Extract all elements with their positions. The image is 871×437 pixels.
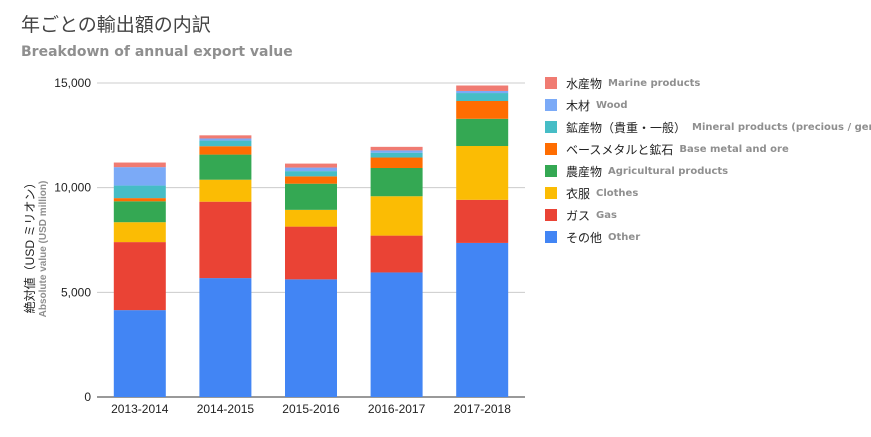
y-tick-label: 15,000 [54, 76, 91, 90]
bar-segment [285, 163, 337, 168]
bar-segment [199, 278, 252, 397]
bar-segment [370, 157, 423, 168]
legend-label: その他 [566, 230, 603, 245]
legend-swatch [545, 121, 557, 133]
bar-segment [456, 85, 509, 91]
legend-swatch [545, 209, 557, 221]
y-tick-label: 0 [84, 390, 91, 404]
legend-swatch [545, 165, 557, 177]
bar-segment [113, 167, 166, 186]
x-tick-label: 2014-2015 [197, 402, 255, 416]
legend-item: 水産物 Marine products [545, 72, 865, 94]
bar-segment [370, 146, 423, 151]
legend-label-en: Gas [596, 209, 617, 221]
legend-swatch [545, 77, 557, 89]
bar-segment [113, 162, 166, 168]
legend-swatch [545, 99, 557, 111]
bar-segment [113, 201, 166, 223]
legend-item: その他 Other [545, 226, 865, 248]
bar-segment [370, 167, 423, 197]
legend-item: 衣服 Clothes [545, 182, 865, 204]
legend-label: ガス [566, 208, 591, 223]
bar-segment [199, 138, 252, 141]
bar-segment [456, 146, 509, 200]
legend-item: 木材 Wood [545, 94, 865, 116]
bar-segment [113, 222, 166, 243]
x-tick-label: 2017-2018 [454, 402, 512, 416]
bar-segment [370, 196, 423, 236]
bar-segment [285, 171, 337, 177]
bar-segment [199, 140, 252, 147]
legend-label-en: Mineral products (precious / general) [692, 121, 871, 133]
legend-label-en: Other [608, 231, 641, 243]
bar-segment [285, 279, 337, 397]
bar-segment [370, 272, 423, 397]
legend-item: 農産物 Agricultural products [545, 160, 865, 182]
bar-segment [113, 185, 166, 199]
legend-label-en: Clothes [596, 187, 639, 199]
y-axis-title: 絶対値（USD ミリオン） [22, 177, 37, 314]
legend-swatch [545, 143, 557, 155]
bar-segment [113, 242, 166, 311]
bar-segment [456, 118, 509, 147]
bar-segment [370, 152, 423, 158]
bar-segment [285, 176, 337, 184]
legend-label: 農産物 [566, 164, 603, 179]
bar-segment [199, 146, 252, 155]
legend-item: 鉱産物（貴重・一般） Mineral products (precious / g… [545, 116, 871, 138]
legend-label-en: Wood [596, 99, 628, 111]
y-axis-title-en: Absolute value (USD million) [38, 181, 49, 318]
bar-segment [456, 93, 509, 102]
bar-segment [199, 135, 252, 139]
legend-label: 衣服 [566, 186, 591, 201]
bar-segment [370, 235, 423, 273]
bar-segment [456, 242, 509, 397]
legend-label: 水産物 [566, 76, 603, 91]
bar-segment [370, 150, 423, 153]
bar-segment [285, 226, 337, 280]
y-tick-label: 10,000 [54, 181, 91, 195]
bar-segment [199, 201, 252, 279]
x-tick-label: 2013-2014 [111, 402, 169, 416]
legend-label-en: Base metal and ore [679, 143, 789, 155]
y-tick-label: 5,000 [61, 285, 91, 299]
legend-label: 木材 [566, 98, 591, 113]
bar-segment [456, 90, 509, 94]
legend-swatch [545, 187, 557, 199]
bar-segment [113, 198, 166, 202]
x-tick-label: 2015-2016 [282, 402, 340, 416]
bar-segment [199, 154, 252, 180]
bar-segment [199, 179, 252, 202]
chart-legend: 水産物 Marine products 木材 Wood 鉱産物（貴重・一般） Minera… [545, 72, 871, 248]
legend-label-en: Marine products [608, 77, 701, 89]
bar-segment [285, 183, 337, 210]
bar-segment [285, 209, 337, 227]
bar-segment [113, 310, 166, 397]
chart-subtitle: Breakdown of annual export value [21, 44, 293, 60]
legend-label-en: Agricultural products [608, 165, 729, 177]
legend-label: ベースメタルと鉱石 [566, 142, 674, 157]
chart-title: 年ごとの輸出額の内訳 [21, 14, 211, 36]
legend-label: 鉱産物（貴重・一般） [566, 120, 687, 135]
legend-item: ガス Gas [545, 204, 865, 226]
legend-swatch [545, 231, 557, 243]
x-tick-label: 2016-2017 [368, 402, 426, 416]
bar-segment [285, 167, 337, 172]
legend-item: ベースメタルと鉱石 Base metal and ore [545, 138, 865, 160]
bar-segment [456, 199, 509, 243]
bar-segment [456, 101, 509, 119]
